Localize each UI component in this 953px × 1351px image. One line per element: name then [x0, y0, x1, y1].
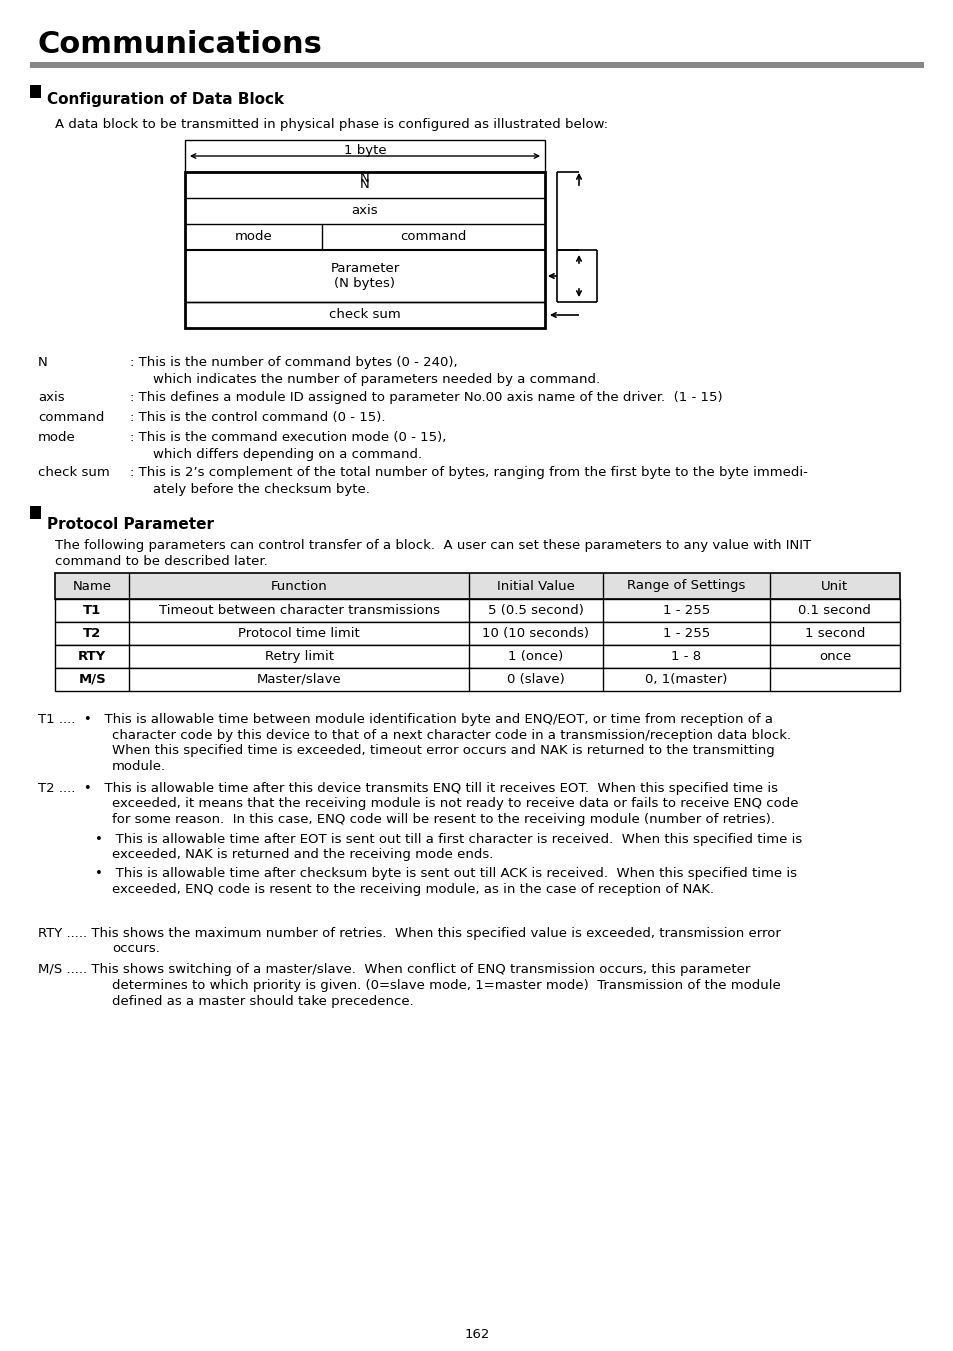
- Text: N: N: [38, 357, 48, 369]
- Text: 0 (slave): 0 (slave): [506, 673, 564, 686]
- Bar: [55, 644, 899, 667]
- Text: 1 second: 1 second: [804, 627, 864, 640]
- Text: exceeded, NAK is returned and the receiving mode ends.: exceeded, NAK is returned and the receiv…: [112, 848, 493, 861]
- Text: once: once: [818, 650, 850, 663]
- Text: RTY ..... This shows the maximum number of retries.  When this specified value i: RTY ..... This shows the maximum number …: [38, 927, 781, 939]
- Text: axis: axis: [352, 204, 378, 218]
- Text: When this specified time is exceeded, timeout error occurs and NAK is returned t: When this specified time is exceeded, ti…: [112, 744, 774, 757]
- Text: Name: Name: [72, 580, 112, 593]
- Text: The following parameters can control transfer of a block.  A user can set these : The following parameters can control tra…: [55, 539, 810, 553]
- Text: 1 - 8: 1 - 8: [671, 650, 700, 663]
- Text: Unit: Unit: [821, 580, 847, 593]
- Text: Master/slave: Master/slave: [256, 673, 341, 686]
- Text: RTY: RTY: [78, 650, 106, 663]
- Text: 162: 162: [464, 1328, 489, 1342]
- Text: Initial Value: Initial Value: [497, 580, 574, 593]
- Text: Protocol Parameter: Protocol Parameter: [47, 517, 213, 532]
- Text: character code by this device to that of a next character code in a transmission: character code by this device to that of…: [112, 728, 790, 742]
- Text: command: command: [38, 411, 104, 424]
- Text: 1 - 255: 1 - 255: [662, 604, 709, 617]
- Bar: [30, 62, 923, 68]
- Text: Function: Function: [271, 580, 327, 593]
- Text: mode: mode: [38, 431, 75, 444]
- Bar: [55, 667, 899, 690]
- Text: check sum: check sum: [329, 308, 400, 322]
- Text: 5 (0.5 second): 5 (0.5 second): [487, 604, 583, 617]
- Text: module.: module.: [112, 759, 166, 773]
- Text: : This is the command execution mode (0 - 15),: : This is the command execution mode (0 …: [130, 431, 446, 444]
- Bar: [185, 141, 544, 172]
- Text: Communications: Communications: [38, 30, 322, 59]
- Text: : This defines a module ID assigned to parameter No.00 axis name of the driver. : : This defines a module ID assigned to p…: [130, 390, 721, 404]
- Text: T2: T2: [83, 627, 101, 640]
- Text: 1 byte: 1 byte: [343, 145, 386, 157]
- Text: T1: T1: [83, 604, 101, 617]
- Text: command: command: [400, 231, 466, 243]
- Text: command to be described later.: command to be described later.: [55, 555, 268, 567]
- Bar: [185, 172, 544, 328]
- Text: determines to which priority is given. (0=slave mode, 1=master mode)  Transmissi: determines to which priority is given. (…: [112, 979, 780, 992]
- Text: T2 ....  •   This is allowable time after this device transmits ENQ till it rece: T2 .... • This is allowable time after t…: [38, 782, 778, 794]
- Bar: [55, 573, 899, 598]
- Text: 0.1 second: 0.1 second: [798, 604, 870, 617]
- Text: occurs.: occurs.: [112, 942, 160, 955]
- Text: 10 (10 seconds): 10 (10 seconds): [482, 627, 589, 640]
- Bar: [30, 507, 41, 519]
- Text: 1 - 255: 1 - 255: [662, 627, 709, 640]
- Text: M/S ..... This shows switching of a master/slave.  When conflict of ENQ transmis: M/S ..... This shows switching of a mast…: [38, 963, 750, 977]
- Text: Parameter: Parameter: [330, 262, 399, 274]
- Text: (N bytes): (N bytes): [335, 277, 395, 290]
- Text: which differs depending on a command.: which differs depending on a command.: [152, 449, 421, 461]
- Text: : This is 2’s complement of the total number of bytes, ranging from the first by: : This is 2’s complement of the total nu…: [130, 466, 807, 480]
- Bar: [55, 598, 899, 621]
- Text: defined as a master should take precedence.: defined as a master should take preceden…: [112, 994, 414, 1008]
- Text: : This is the number of command bytes (0 - 240),: : This is the number of command bytes (0…: [130, 357, 457, 369]
- Text: check sum: check sum: [38, 466, 110, 480]
- Text: ately before the checksum byte.: ately before the checksum byte.: [152, 484, 370, 496]
- Text: T1 ....  •   This is allowable time between module identification byte and ENQ/E: T1 .... • This is allowable time between…: [38, 713, 772, 725]
- Text: 0, 1(master): 0, 1(master): [644, 673, 726, 686]
- Text: N: N: [359, 178, 370, 192]
- Text: Configuration of Data Block: Configuration of Data Block: [47, 92, 284, 107]
- Text: •   This is allowable time after EOT is sent out till a first character is recei: • This is allowable time after EOT is se…: [95, 832, 801, 846]
- Text: N: N: [359, 172, 370, 185]
- Text: Timeout between character transmissions: Timeout between character transmissions: [158, 604, 439, 617]
- Text: for some reason.  In this case, ENQ code will be resent to the receiving module : for some reason. In this case, ENQ code …: [112, 813, 774, 825]
- Text: •   This is allowable time after checksum byte is sent out till ACK is received.: • This is allowable time after checksum …: [95, 867, 796, 881]
- Text: axis: axis: [38, 390, 65, 404]
- Text: exceeded, it means that the receiving module is not ready to receive data or fai: exceeded, it means that the receiving mo…: [112, 797, 798, 811]
- Text: M/S: M/S: [78, 673, 106, 686]
- Text: Retry limit: Retry limit: [264, 650, 334, 663]
- Text: 1 (once): 1 (once): [508, 650, 563, 663]
- Bar: [30, 85, 41, 99]
- Text: Protocol time limit: Protocol time limit: [238, 627, 359, 640]
- Text: exceeded, ENQ code is resent to the receiving module, as in the case of receptio: exceeded, ENQ code is resent to the rece…: [112, 884, 714, 896]
- Text: A data block to be transmitted in physical phase is configured as illustrated be: A data block to be transmitted in physic…: [55, 118, 607, 131]
- Text: Range of Settings: Range of Settings: [626, 580, 744, 593]
- Text: : This is the control command (0 - 15).: : This is the control command (0 - 15).: [130, 411, 385, 424]
- Text: which indicates the number of parameters needed by a command.: which indicates the number of parameters…: [152, 373, 599, 386]
- Bar: [55, 621, 899, 644]
- Text: mode: mode: [234, 231, 272, 243]
